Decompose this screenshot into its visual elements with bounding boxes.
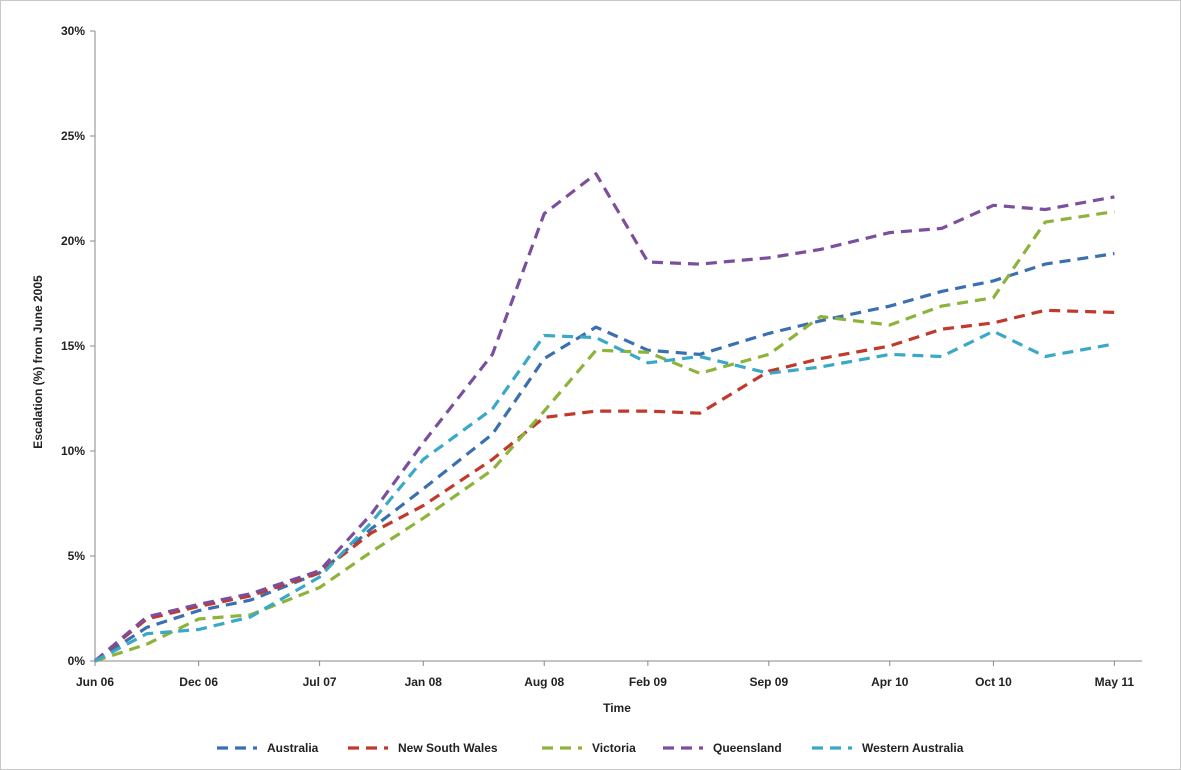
- axes: 0% 5% 10% 15% 20% 25% 30% Jun 06 Dec 06 Jul 07 Jan…: [61, 24, 1142, 689]
- x-tick-label: Jul 07: [303, 675, 337, 689]
- series-line-new-south-wales: [93, 308, 1115, 663]
- legend-label-western-australia: Western Australia: [862, 741, 964, 755]
- legend-label-queensland: Queensland: [713, 741, 782, 755]
- y-tick-label: 20%: [61, 234, 85, 248]
- x-tick-label: Apr 10: [871, 675, 909, 689]
- y-tick-label: 25%: [61, 129, 85, 143]
- series-line-australia: [94, 252, 1115, 663]
- x-tick-label: Feb 09: [629, 675, 667, 689]
- y-tick-label: 5%: [68, 549, 86, 563]
- x-tick-label: Aug 08: [524, 675, 564, 689]
- series-line-western-australia: [94, 329, 1115, 663]
- series-line-victoria: [94, 210, 1115, 663]
- legend: Australia New South Wales Victoria Queensla…: [217, 741, 964, 755]
- y-axis-title: Escalation (%) from June 2005: [31, 275, 45, 449]
- y-tick-label: 10%: [61, 444, 85, 458]
- legend-label-new-south-wales: New South Wales: [398, 741, 498, 755]
- legend-label-victoria: Victoria: [592, 741, 636, 755]
- x-tick-label: Jan 08: [405, 675, 443, 689]
- legend-label-australia: Australia: [267, 741, 319, 755]
- x-tick-label: May 11: [1095, 675, 1135, 689]
- x-tick-label: Oct 10: [975, 675, 1012, 689]
- y-tick-label: 15%: [61, 339, 85, 353]
- series-layer: [93, 172, 1115, 663]
- y-tick-label: 0%: [68, 654, 86, 668]
- x-tick-label: Jun 06: [76, 675, 114, 689]
- x-tick-label: Sep 09: [749, 675, 788, 689]
- y-tick-label: 30%: [61, 24, 85, 38]
- x-tick-label: Dec 06: [179, 675, 218, 689]
- series-line-queensland: [93, 172, 1115, 663]
- x-axis-title: Time: [603, 701, 631, 715]
